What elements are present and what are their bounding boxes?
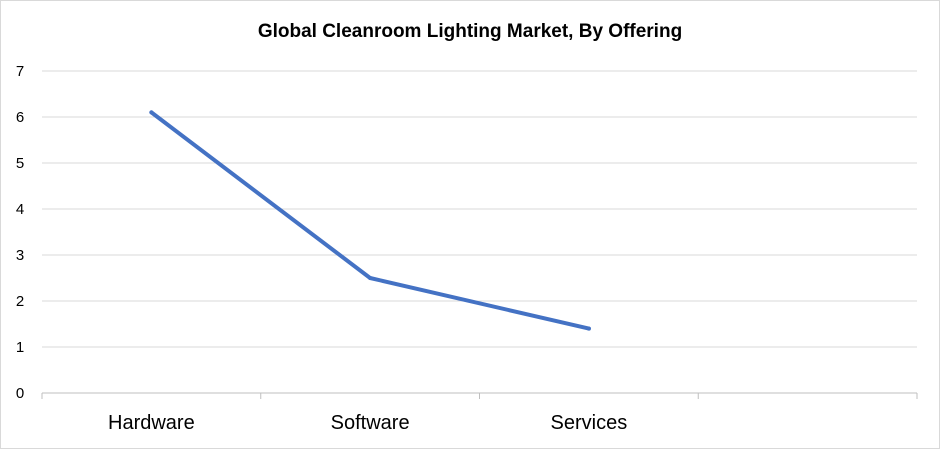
data-point-services xyxy=(586,326,591,331)
data-point-hardware xyxy=(149,110,154,115)
y-tick-label-5: 5 xyxy=(16,155,24,172)
x-tick-label-services: Services xyxy=(551,412,628,434)
series xyxy=(149,110,591,331)
y-tick-label-7: 7 xyxy=(16,63,24,80)
x-axis-ticks: Hardware Software Services xyxy=(108,412,627,434)
x-axis xyxy=(41,392,918,399)
x-tick-label-software: Software xyxy=(331,412,410,434)
x-tick-label-hardware: Hardware xyxy=(108,412,195,434)
series-line-0 xyxy=(149,110,591,331)
chart-title: Global Cleanroom Lighting Market, By Off… xyxy=(257,21,683,42)
data-point-software xyxy=(368,276,373,280)
y-tick-label-3: 3 xyxy=(16,247,24,264)
y-tick-label-1: 1 xyxy=(16,339,24,356)
gridlines xyxy=(42,70,917,348)
y-tick-label-6: 6 xyxy=(16,109,24,126)
y-tick-label-0: 0 xyxy=(16,385,24,402)
y-axis-ticks: 0 1 2 3 4 5 6 7 xyxy=(16,63,24,402)
y-tick-label-2: 2 xyxy=(16,293,24,310)
y-tick-label-4: 4 xyxy=(16,201,24,218)
